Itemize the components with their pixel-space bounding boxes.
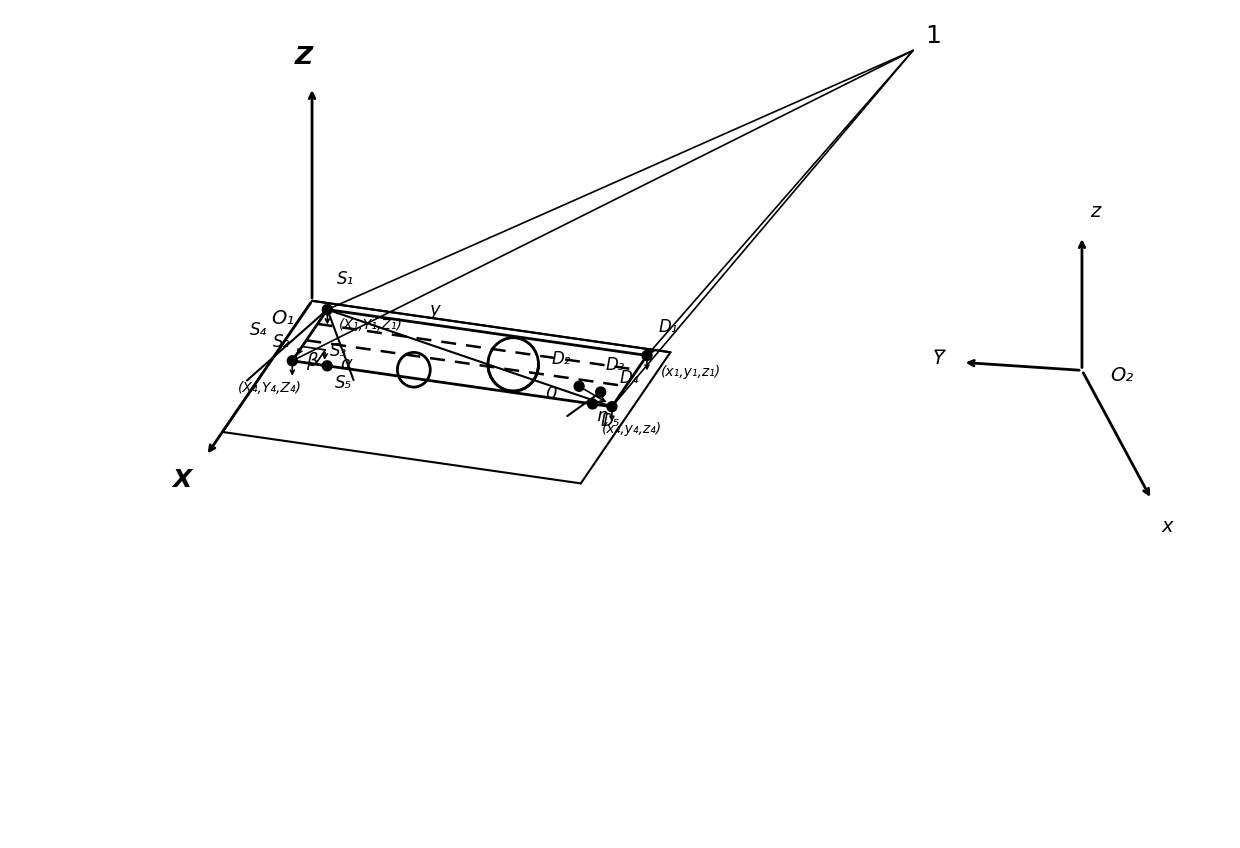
Text: (X₁,Y₁,Z₁): (X₁,Y₁,Z₁) [340,317,403,332]
Text: O₂: O₂ [1110,365,1133,385]
Circle shape [322,361,332,371]
Text: D₂: D₂ [552,350,572,368]
Circle shape [588,399,598,409]
Circle shape [574,382,584,391]
Text: S₃: S₃ [330,342,347,360]
Circle shape [606,402,618,411]
Text: D₃: D₃ [605,356,625,374]
Text: D₁: D₁ [658,318,678,336]
Text: (x₄,y₄,z₄): (x₄,y₄,z₄) [601,421,662,436]
Text: D₅: D₅ [600,412,620,430]
Text: z: z [1090,203,1100,221]
Text: η: η [596,407,608,425]
Text: 1: 1 [925,24,941,47]
Circle shape [642,350,652,360]
Text: Z: Z [295,45,314,70]
Circle shape [595,387,605,397]
Text: X: X [172,468,191,492]
Text: D₄: D₄ [620,369,640,387]
Text: y: y [430,301,440,319]
Text: α: α [340,355,352,373]
Text: (x₁,y₁,z₁): (x₁,y₁,z₁) [661,365,720,379]
Text: O₁: O₁ [270,309,294,328]
Circle shape [288,356,298,365]
Text: S₂: S₂ [273,332,290,350]
Text: S₄: S₄ [250,321,268,339]
Text: β: β [306,353,317,371]
Text: Y̅: Y̅ [932,349,945,368]
Text: x: x [1162,517,1173,537]
Circle shape [322,304,332,315]
Text: S₁: S₁ [337,270,355,287]
Text: S₅: S₅ [335,374,352,392]
Text: (X₄,Y₄,Z₄): (X₄,Y₄,Z₄) [238,381,301,394]
Text: 0: 0 [546,385,557,403]
